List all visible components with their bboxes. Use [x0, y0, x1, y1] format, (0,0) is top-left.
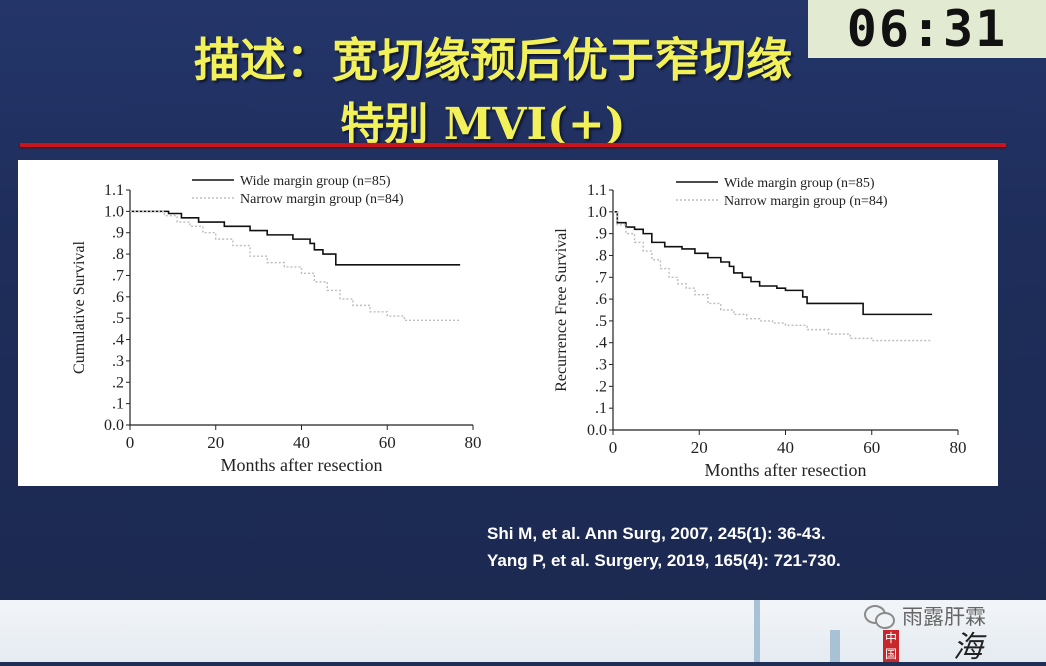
- chart1-y-tick-label: .3: [112, 353, 124, 370]
- chart1-y-tick-label: .8: [112, 246, 124, 263]
- chart2-x-tick-label: 60: [863, 438, 880, 457]
- chart1-series-narrow: [130, 210, 461, 322]
- countdown-timer: 06:31: [808, 0, 1046, 58]
- chart2-y-tick-label: .4: [595, 335, 607, 352]
- chart2-y-tick-label: 1.1: [587, 182, 607, 199]
- chart1-y-tick-label: .9: [112, 225, 124, 242]
- chart1-legend-label: Narrow margin group (n=84): [240, 192, 404, 207]
- slide-subtitle: 特别 MVI(+): [340, 99, 626, 150]
- chart1-y-tick-label: .6: [112, 289, 124, 306]
- reference-2: Yang P, et al. Surgery, 2019, 165(4): 72…: [487, 551, 841, 570]
- chart1-x-tick-label: 60: [379, 433, 396, 452]
- title-divider: [20, 143, 1006, 147]
- chart1-y-tick-label: .2: [112, 374, 124, 391]
- watermark-text: 雨露肝霖: [902, 605, 986, 629]
- chart1-legend-label: Wide margin group (n=85): [240, 174, 391, 189]
- chart2-y-tick-label: .3: [595, 357, 607, 374]
- chart1-x-axis-label: Months after resection: [221, 455, 383, 475]
- chart1-x-tick-label: 20: [207, 433, 224, 452]
- wechat-watermark: 雨露肝霖: [864, 598, 986, 634]
- chart2-series-wide: [613, 211, 933, 316]
- chart2-x-tick-label: 80: [950, 438, 967, 457]
- chart2-y-tick-label: .8: [595, 247, 607, 264]
- chart1-y-tick-label: .5: [112, 310, 124, 327]
- chart1-y-tick-label: .1: [112, 396, 124, 413]
- chart2-y-tick-label: 1.0: [587, 204, 607, 221]
- skyline-tower: [754, 600, 760, 662]
- chart2-series-narrow: [613, 211, 933, 342]
- chart1-series-wide: [130, 210, 461, 266]
- chart1-y-tick-label: .4: [112, 332, 124, 349]
- chart2-x-axis-label: Months after resection: [705, 460, 867, 480]
- chart2-y-axis-label: Recurrence Free Survival: [553, 228, 570, 392]
- reference-1: Shi M, et al. Ann Surg, 2007, 245(1): 36…: [487, 524, 826, 543]
- chart2-legend-label: Wide margin group (n=85): [724, 176, 875, 191]
- chart1-y-tick-label: 1.0: [104, 203, 124, 220]
- chart2-x-tick-label: 0: [609, 438, 618, 457]
- skyline-building: [830, 630, 840, 662]
- chart1-y-tick-label: .7: [112, 267, 124, 284]
- figure-panel: 0.0 .1 .2 .3 .4 .5 .6 .7 .8 .9 1.0 1.1 0 20 40 60 80 Mont…: [18, 160, 998, 486]
- chart2-y-tick-label: .1: [595, 400, 607, 417]
- chart1-y-tick-label: 1.1: [104, 182, 124, 199]
- chart2-x-tick-label: 20: [691, 438, 708, 457]
- chart2-x-tick-label: 40: [777, 438, 794, 457]
- chart2-y-tick-label: .2: [595, 378, 607, 395]
- chart2-legend-label: Narrow margin group (n=84): [724, 194, 888, 209]
- slide-title: 描述：宽切缘预后优于窄切缘: [194, 33, 792, 87]
- chart2-y-tick-label: .9: [595, 226, 607, 243]
- red-seal-stamp: 中国: [883, 630, 899, 662]
- survival-charts: 0.0 .1 .2 .3 .4 .5 .6 .7 .8 .9 1.0 1.1 0 20 40 60 80 Mont…: [71, 174, 967, 480]
- chart1-x-tick-label: 80: [465, 433, 482, 452]
- chart1-x-tick-label: 0: [126, 433, 135, 452]
- chart2-y-tick-label: .7: [595, 269, 607, 286]
- wechat-icon: [864, 603, 896, 629]
- chart2-y-tick-label: .6: [595, 291, 607, 308]
- chart2-y-tick-label: .5: [595, 313, 607, 330]
- calligraphy-character: 海: [953, 630, 983, 665]
- chart1-y-tick-label: 0.0: [104, 417, 124, 434]
- chart1-x-tick-label: 40: [293, 433, 310, 452]
- chart2-y-tick-label: 0.0: [587, 422, 607, 439]
- references: Shi M, et al. Ann Surg, 2007, 245(1): 36…: [487, 520, 841, 574]
- chart1-y-axis-label: Cumulative Survival: [71, 241, 88, 374]
